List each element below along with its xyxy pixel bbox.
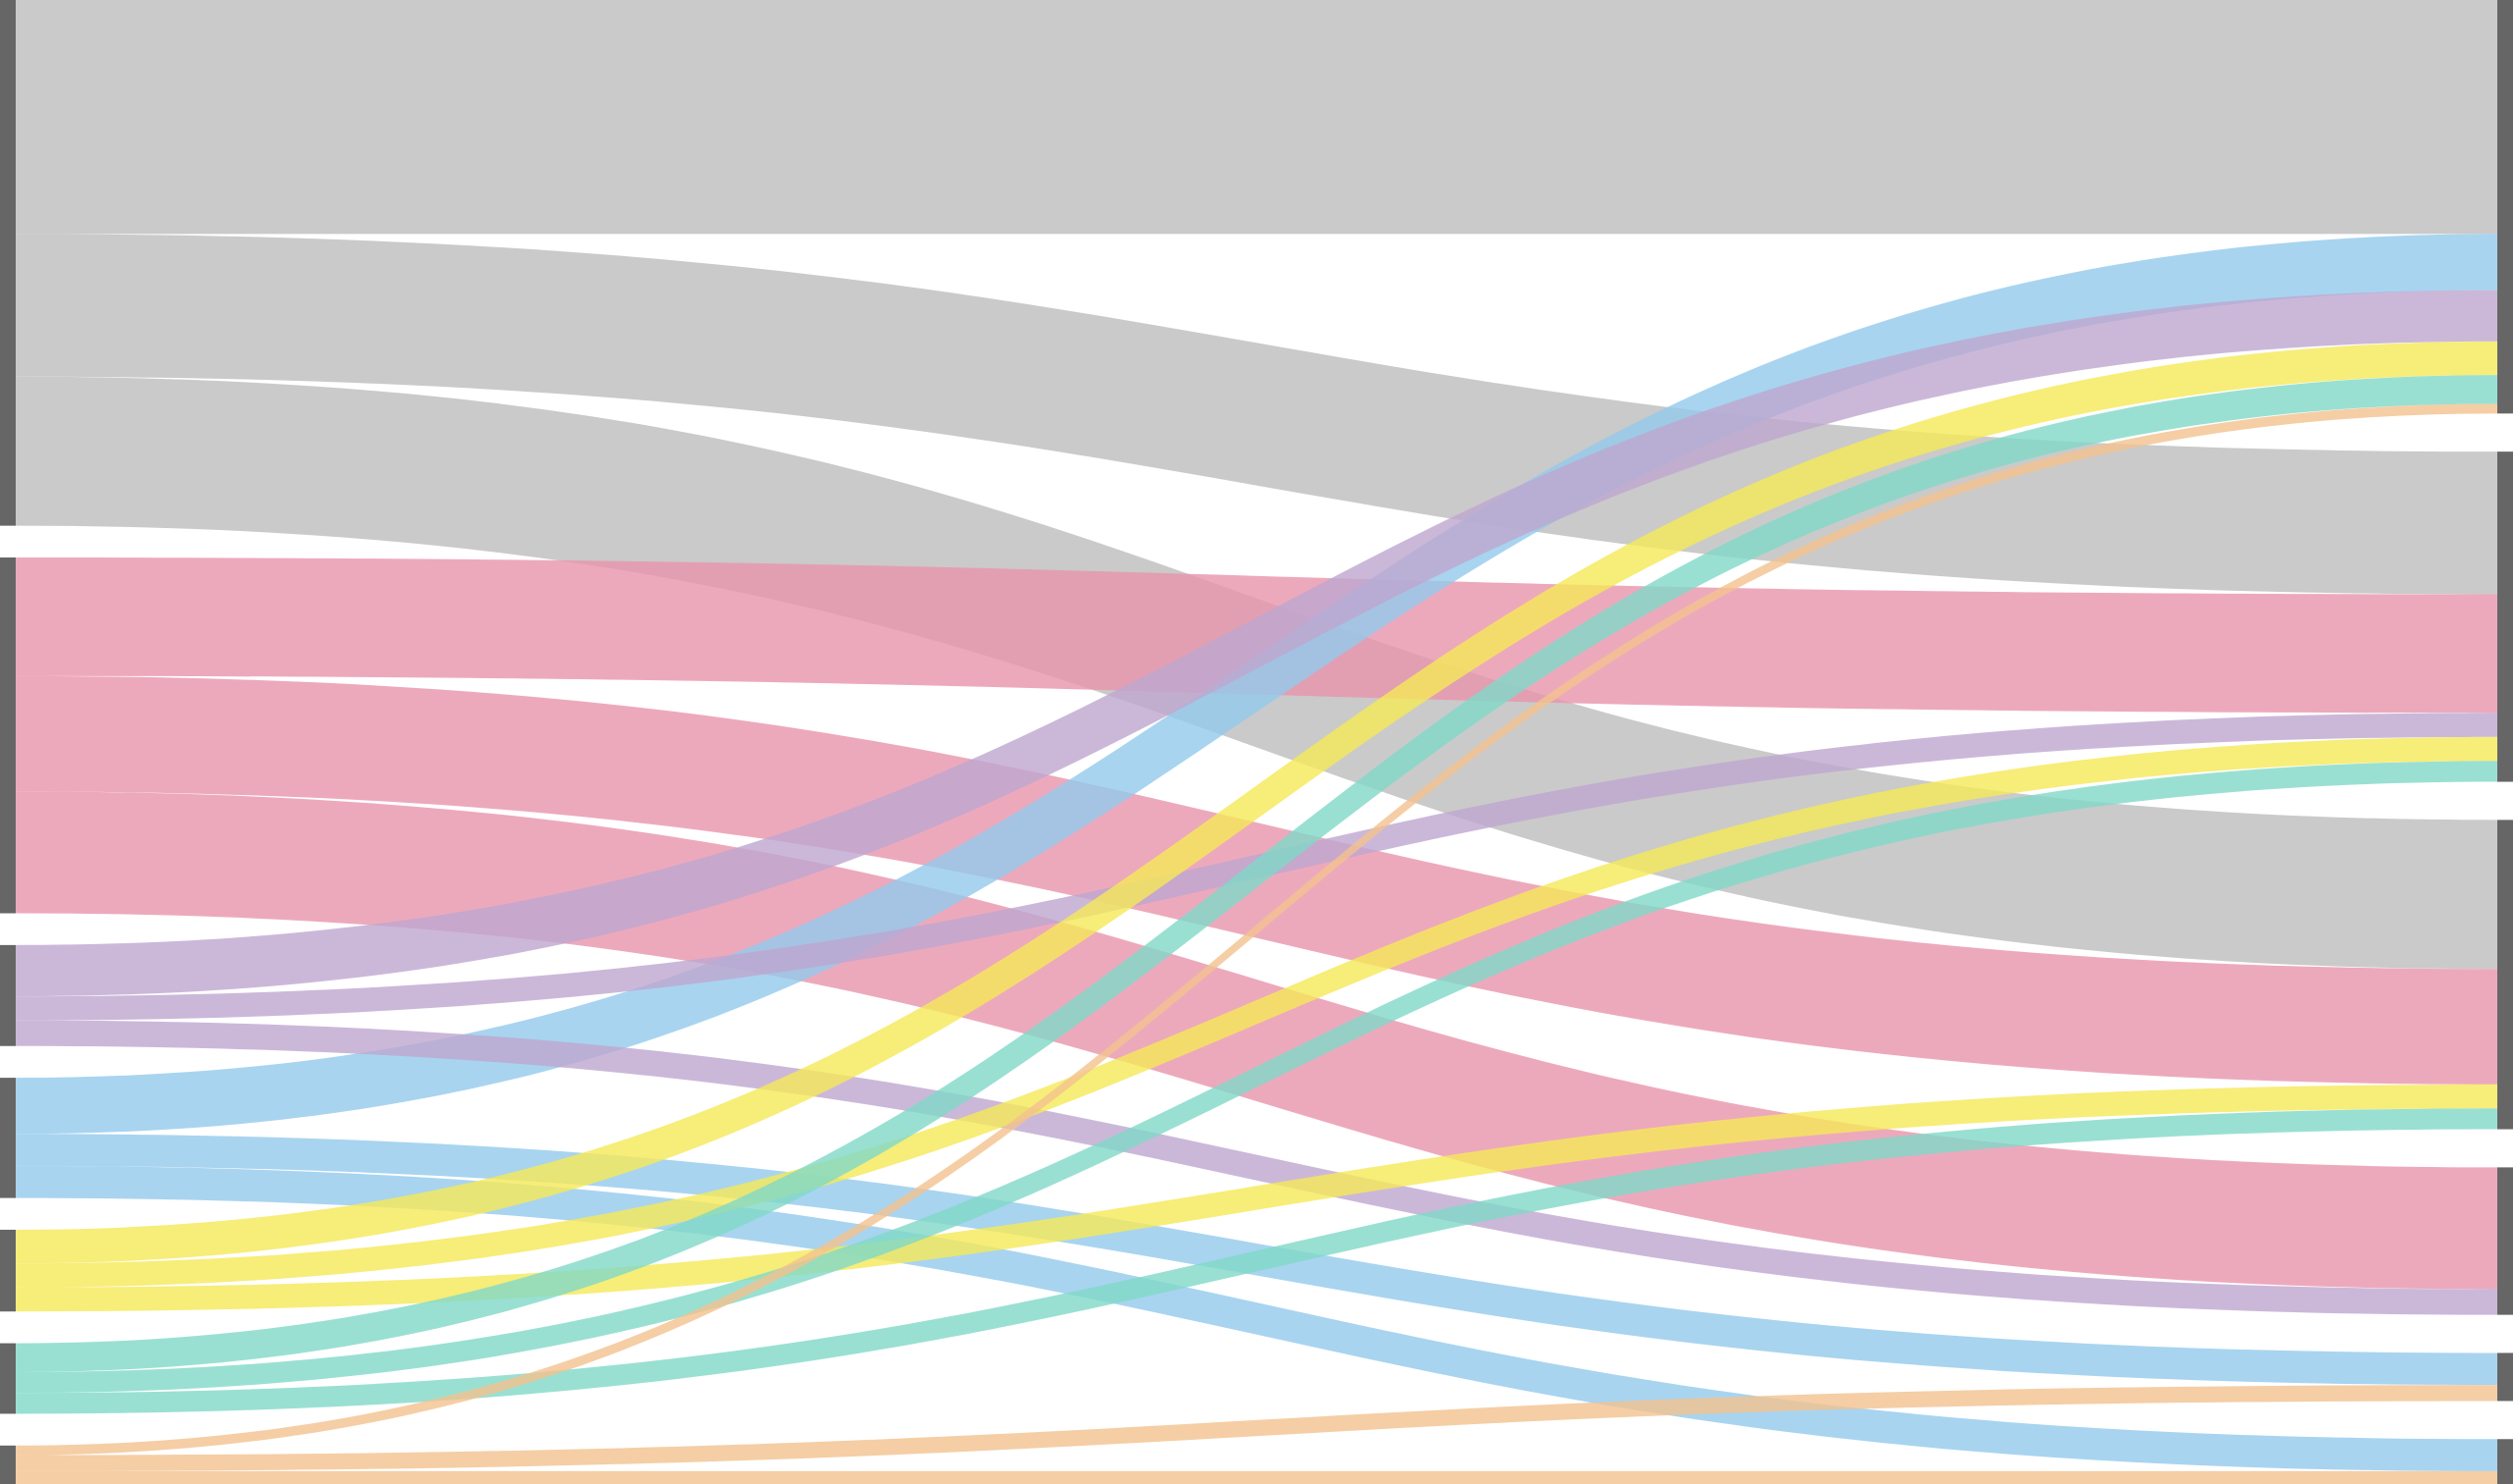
target-node [2497, 451, 2513, 782]
source-node [0, 1078, 16, 1198]
link [16, 290, 2497, 997]
source-node [0, 1343, 16, 1414]
link [16, 0, 2497, 235]
link [16, 1165, 2497, 1471]
source-node [0, 0, 16, 526]
link [16, 1470, 2497, 1484]
link [16, 736, 2497, 1288]
target-node [2497, 820, 2513, 1130]
target-node [2497, 1167, 2513, 1315]
link [16, 375, 2497, 1372]
link [16, 761, 2497, 1394]
source-node [0, 1229, 16, 1312]
link [16, 234, 2497, 1135]
target-node [2497, 1439, 2513, 1484]
source-node [0, 1445, 16, 1484]
link [16, 1020, 2497, 1315]
source-node [0, 944, 16, 1046]
target-node [2497, 0, 2513, 414]
link [16, 1084, 2497, 1312]
link [16, 1385, 2497, 1471]
link [16, 1108, 2497, 1414]
source-node [0, 556, 16, 914]
link [16, 403, 2497, 1456]
target-node [2497, 1352, 2513, 1402]
link [16, 341, 2497, 1264]
